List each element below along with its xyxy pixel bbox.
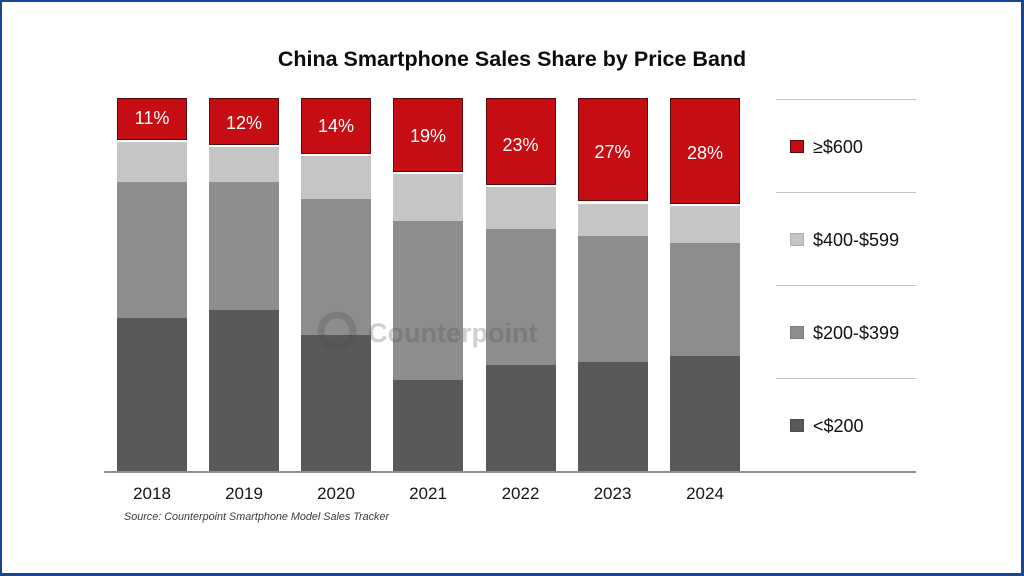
svg-text:Counterpoint: Counterpoint — [368, 318, 537, 348]
